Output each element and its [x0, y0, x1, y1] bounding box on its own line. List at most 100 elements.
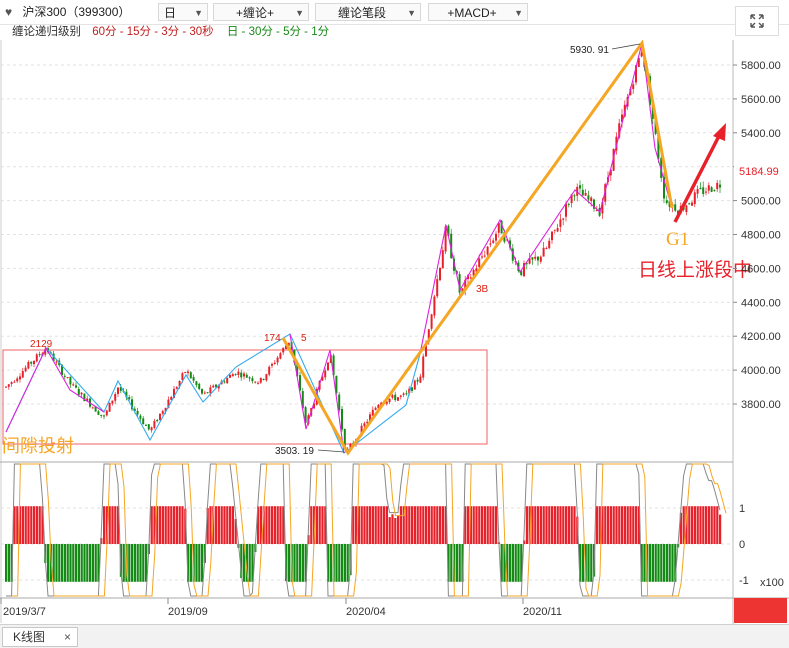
macd-bar [478, 506, 481, 544]
candle-body [534, 256, 537, 259]
macd-bar [584, 544, 587, 582]
candle-body [475, 268, 478, 272]
macd-bar [153, 506, 156, 544]
macd-bar [699, 506, 702, 544]
macd-bar [579, 544, 582, 582]
candle-body [413, 380, 416, 390]
macd-bar [142, 544, 145, 582]
candle-body [136, 410, 139, 415]
macd-bar [436, 506, 439, 544]
macd-bar [327, 544, 330, 582]
macd-bar [30, 506, 33, 544]
macd-bar [61, 544, 64, 582]
symbol-selector[interactable]: ♥ 沪深300（399300） [2, 3, 152, 21]
macd-bar [21, 506, 24, 544]
macd-bar [626, 506, 629, 544]
macd-bar [528, 506, 531, 544]
candle-body [167, 399, 170, 409]
macd-bar [483, 506, 486, 544]
macd-bar [590, 544, 593, 582]
candle-body [486, 246, 489, 255]
chevron-down-icon: ▼ [295, 8, 304, 18]
macd-bar [551, 506, 554, 544]
period-select[interactable]: 日 ▼ [158, 3, 208, 21]
macd-bar [503, 544, 506, 582]
macd-bar [167, 506, 170, 544]
macd-bar [346, 544, 349, 582]
tab-kline[interactable]: K线图 × [2, 627, 78, 647]
macd-bar [313, 506, 316, 544]
candle-body [377, 404, 380, 409]
macd-bar [248, 544, 251, 582]
macd-bar [338, 544, 341, 582]
candle-body [97, 411, 100, 415]
macd-bar [542, 506, 545, 544]
candle-body [447, 225, 450, 237]
macd-bar [539, 506, 542, 544]
close-icon[interactable]: × [63, 630, 71, 644]
macd-bar [240, 544, 243, 579]
chart-canvas[interactable]: 间隙投射 2129 174 5 3503. 19 5930. 91 3B G1 … [0, 40, 789, 624]
price-axis-label: 3800.00 [741, 399, 781, 411]
macd-bar [38, 506, 41, 544]
candle-body [251, 378, 254, 382]
candle-body [366, 421, 369, 424]
candle-body [313, 403, 315, 409]
candle-body [248, 377, 251, 379]
macd-bar [371, 506, 374, 544]
heart-icon[interactable]: ♥ [5, 5, 13, 19]
macd-bar [265, 506, 268, 544]
candle-body [257, 382, 259, 384]
macd-bar [268, 506, 271, 544]
candle-body [276, 357, 279, 363]
candle-body [327, 362, 329, 371]
candle-body [175, 387, 178, 389]
candle-body [562, 218, 565, 220]
last-price-value: 5184.99 [739, 166, 779, 178]
macd-bar [234, 519, 237, 544]
macd-bar [612, 506, 615, 544]
candle-body [674, 204, 677, 211]
macd-bar [567, 506, 570, 544]
macd-bar [674, 544, 677, 582]
candle-body [254, 381, 257, 383]
candle-body [243, 373, 245, 377]
fullscreen-button[interactable] [735, 6, 779, 36]
macd-bar [660, 544, 663, 582]
candle-body [55, 361, 58, 363]
candle-body [707, 185, 710, 191]
chan-menu[interactable]: +缠论+ ▼ [213, 3, 309, 21]
macd-bar [262, 506, 265, 544]
candle-body [691, 202, 693, 206]
candle-body [710, 187, 713, 192]
macd-axis-label: 0 [739, 539, 745, 551]
candle-body [545, 248, 548, 250]
candle-body [147, 424, 150, 430]
candle-body [394, 394, 397, 401]
macd-bar [570, 506, 573, 544]
macd-bar [209, 506, 212, 544]
macd-menu[interactable]: +MACD+ ▼ [428, 3, 528, 21]
candle-body [601, 201, 604, 214]
candle-body [635, 65, 637, 83]
candle-body [637, 57, 640, 67]
macd-bar [315, 506, 318, 544]
pivot-label-low: 3503. 19 [275, 446, 314, 457]
chan-stroke-menu[interactable]: 缠论笔段 ▼ [315, 3, 421, 21]
candle-body [133, 408, 136, 411]
macd-bar [329, 544, 332, 582]
candle-body [584, 192, 587, 196]
macd-bar [161, 506, 164, 544]
macd-bar [430, 506, 433, 544]
candle-body [103, 415, 105, 417]
candle-body [472, 269, 475, 276]
macd-bar [293, 544, 296, 582]
time-label-0: 2019/3/7 [3, 606, 46, 618]
macd-bar [103, 506, 106, 544]
candle-body [450, 233, 453, 259]
macd-bar [679, 512, 682, 544]
candle-body [13, 381, 16, 383]
macd-bar [422, 506, 425, 544]
macd-bar [83, 544, 86, 582]
candle-body [223, 381, 226, 383]
